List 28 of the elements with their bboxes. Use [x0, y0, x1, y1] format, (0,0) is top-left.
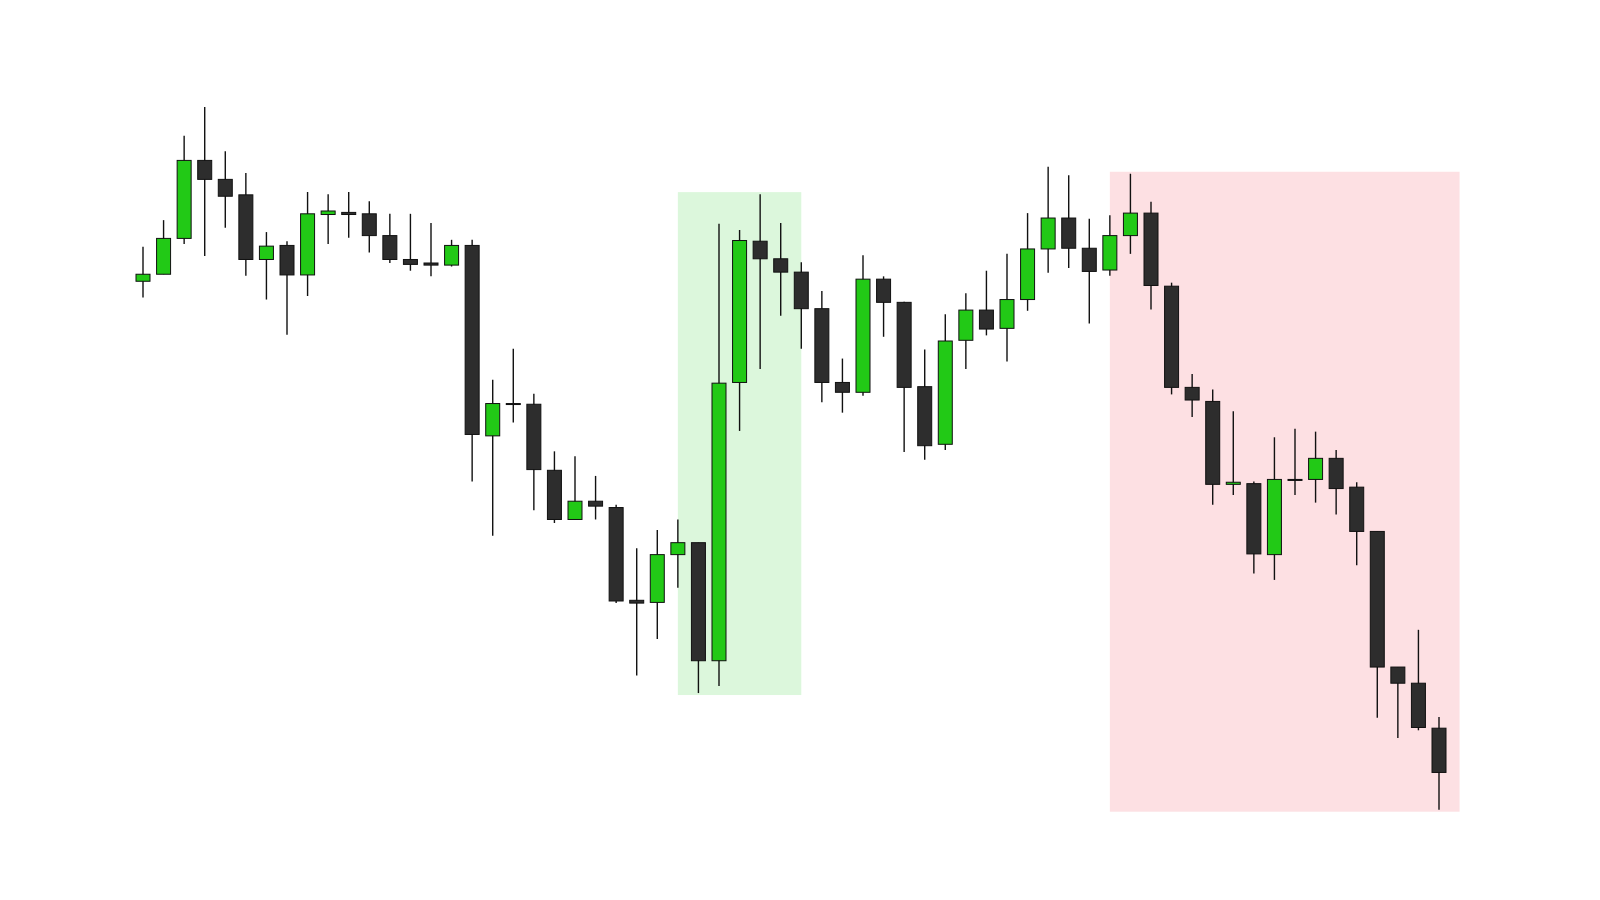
candlestick — [361, 200, 377, 254]
candlestick — [1081, 218, 1097, 325]
candlestick — [670, 518, 686, 589]
candlestick — [773, 222, 789, 317]
candlestick — [567, 455, 583, 521]
candlestick — [402, 213, 418, 272]
candlestick — [1122, 173, 1138, 255]
candlestick — [1308, 430, 1324, 504]
candlestick — [1390, 666, 1406, 739]
candlestick — [752, 193, 768, 370]
candlestick — [1287, 428, 1303, 496]
candlestick — [1225, 410, 1241, 496]
candlestick — [197, 106, 213, 257]
candlestick — [1184, 373, 1200, 418]
candlestick — [217, 150, 233, 229]
candlestick — [320, 193, 336, 245]
candlestick — [258, 231, 274, 301]
candlestick — [834, 357, 850, 414]
candlestick — [341, 191, 357, 239]
candlestick — [505, 348, 521, 424]
candlestick — [629, 547, 645, 677]
candlestick — [444, 239, 460, 268]
candlestick — [423, 222, 439, 278]
candlestick — [135, 246, 151, 299]
candlestick — [876, 275, 892, 338]
candlestick — [588, 475, 604, 521]
candlestick — [978, 270, 994, 337]
candlestick — [382, 213, 398, 264]
